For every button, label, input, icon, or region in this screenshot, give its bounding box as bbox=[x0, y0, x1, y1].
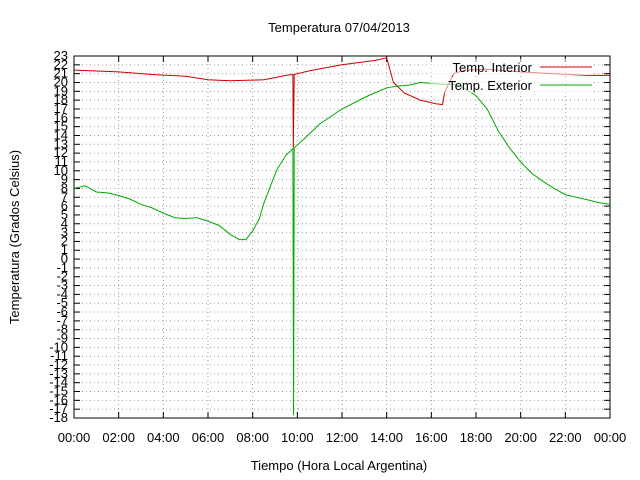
y-tick-label: 8 bbox=[61, 180, 68, 195]
y-tick-label: -2 bbox=[56, 269, 68, 284]
y-tick-label: 1 bbox=[61, 242, 68, 257]
x-tick-label: 02:00 bbox=[102, 430, 135, 445]
legend-label: Temp. Exterior bbox=[448, 78, 532, 93]
x-tick-label: 00:00 bbox=[594, 430, 627, 445]
x-axis-label: Tiempo (Hora Local Argentina) bbox=[251, 458, 428, 473]
y-tick-label: 10 bbox=[54, 163, 68, 178]
y-tick-label: 7 bbox=[61, 189, 68, 204]
y-tick-label: 18 bbox=[54, 92, 68, 107]
legend: Temp. Interior Temp. Exterior bbox=[430, 59, 592, 93]
y-tick-label: 2 bbox=[61, 233, 68, 248]
y-tick-label: 6 bbox=[61, 198, 68, 213]
x-tick-label: 00:00 bbox=[58, 430, 91, 445]
y-tick-label: 3 bbox=[61, 225, 68, 240]
legend-entry-bg bbox=[430, 77, 592, 93]
y-tick-label: 11 bbox=[55, 154, 69, 169]
y-tick-label: 15 bbox=[54, 119, 68, 134]
y-tick-label: 4 bbox=[61, 216, 68, 231]
y-tick-label: 14 bbox=[54, 127, 68, 142]
y-tick-label: -1 bbox=[56, 260, 68, 275]
x-tick-label: 16:00 bbox=[415, 430, 448, 445]
y-tick-label: 22 bbox=[54, 57, 68, 72]
y-tick-label: 20 bbox=[54, 74, 68, 89]
y-tick-label: -4 bbox=[56, 286, 68, 301]
y-tick-label: 19 bbox=[54, 83, 68, 98]
y-tick-label: -14 bbox=[49, 375, 68, 390]
legend-entry-bg bbox=[430, 59, 592, 75]
y-tick-label: -3 bbox=[56, 278, 68, 293]
grid-lines bbox=[73, 55, 611, 419]
y-tick-label: 21 bbox=[54, 66, 68, 81]
legend-label: Temp. Interior bbox=[453, 60, 533, 75]
y-tick-label: -16 bbox=[49, 392, 68, 407]
y-tick-label: -18 bbox=[49, 410, 68, 425]
y-tick-label: 16 bbox=[54, 110, 68, 125]
y-tick-label: 13 bbox=[54, 136, 68, 151]
y-axis-label: Temperatura (Grados Celsius) bbox=[7, 150, 22, 324]
y-tick-label: -17 bbox=[49, 401, 68, 416]
y-tick-label: -13 bbox=[49, 366, 68, 381]
y-tick-label: -12 bbox=[49, 357, 68, 372]
y-tick-label: 17 bbox=[54, 101, 68, 116]
x-tick-label: 04:00 bbox=[147, 430, 180, 445]
x-tick-label: 08:00 bbox=[236, 430, 269, 445]
x-tick-label: 18:00 bbox=[460, 430, 493, 445]
x-axis-ticks: 00:00 02:00 04:00 06:00 08:00 10:00 12:00 14:00… bbox=[58, 56, 627, 445]
y-tick-label: -9 bbox=[56, 331, 68, 346]
y-tick-label: -8 bbox=[56, 322, 68, 337]
y-tick-label: 5 bbox=[61, 207, 68, 222]
x-tick-label: 20:00 bbox=[504, 430, 537, 445]
y-tick-label: -10 bbox=[49, 339, 68, 354]
y-tick-label: 12 bbox=[54, 145, 68, 160]
x-tick-label: 06:00 bbox=[192, 430, 225, 445]
y-axis-ticks: 23222120191817161514131211109876543210-1… bbox=[49, 48, 610, 425]
y-tick-label: -5 bbox=[56, 295, 68, 310]
x-tick-label: 12:00 bbox=[326, 430, 359, 445]
chart-title: Temperatura 07/04/2013 bbox=[268, 20, 410, 35]
x-tick-label: 22:00 bbox=[549, 430, 582, 445]
y-tick-label: 9 bbox=[61, 172, 68, 187]
x-tick-label: 10:00 bbox=[281, 430, 314, 445]
y-tick-label: 23 bbox=[54, 48, 68, 63]
y-tick-label: -15 bbox=[49, 384, 68, 399]
x-tick-label: 14:00 bbox=[370, 430, 403, 445]
y-tick-label: -7 bbox=[56, 313, 68, 328]
series-line-exterior bbox=[73, 81, 611, 416]
y-tick-label: -6 bbox=[56, 304, 68, 319]
y-tick-label: 0 bbox=[61, 251, 68, 266]
y-tick-label: -11 bbox=[50, 348, 68, 363]
